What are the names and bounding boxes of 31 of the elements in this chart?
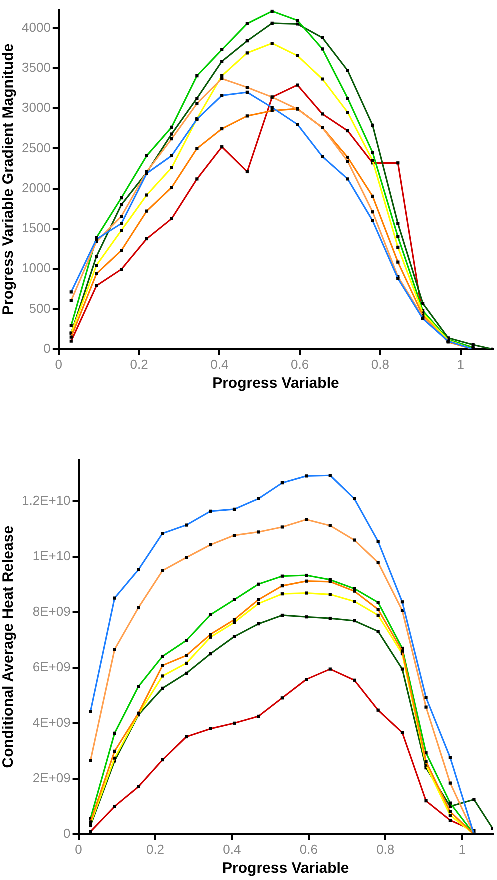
x-tick-label: 1 <box>458 842 466 857</box>
x-tick-label: 0.4 <box>223 842 242 857</box>
y-tick-label: 500 <box>29 300 51 316</box>
y-axis-title: Progress Variable Gradient Magnitude <box>0 44 18 316</box>
y-tick-label: 1E+10 <box>32 548 71 564</box>
y-tick-label: 1000 <box>22 260 51 276</box>
x-axis-title: Progress Variable <box>222 860 350 878</box>
x-tick-label: 0.6 <box>300 842 318 857</box>
x-axis-title: Progress Variable <box>212 375 340 392</box>
x-tick-label: 0.8 <box>371 356 390 372</box>
x-tick-label: 0.6 <box>291 356 310 372</box>
x-tick-label: 1 <box>457 356 464 372</box>
y-tick-label: 8E+09 <box>32 604 71 619</box>
y-tick-label: 1.2E+10 <box>22 493 71 508</box>
y-tick-label: 4E+09 <box>32 714 71 730</box>
y-tick-label: 1500 <box>22 220 51 236</box>
x-tick-label: 0.2 <box>130 356 148 372</box>
y-tick-label: 3500 <box>22 60 51 75</box>
x-tick-label: 0.2 <box>146 842 165 857</box>
y-tick-label: 3000 <box>22 100 51 116</box>
x-tick-label: 0.4 <box>210 356 229 372</box>
y-tick-label: 0 <box>64 826 71 841</box>
x-tick-label: 0.8 <box>376 842 395 857</box>
x-tick-label: 0 <box>75 842 82 857</box>
y-tick-label: 0 <box>44 340 51 356</box>
y-tick-label: 2E+09 <box>32 770 71 786</box>
y-axis-title: Conditional Average Heat Release <box>0 526 18 768</box>
y-tick-label: 4000 <box>22 20 51 35</box>
y-tick-label: 2500 <box>22 140 51 156</box>
y-tick-label: 2000 <box>22 180 51 196</box>
y-tick-label: 6E+09 <box>32 659 71 674</box>
